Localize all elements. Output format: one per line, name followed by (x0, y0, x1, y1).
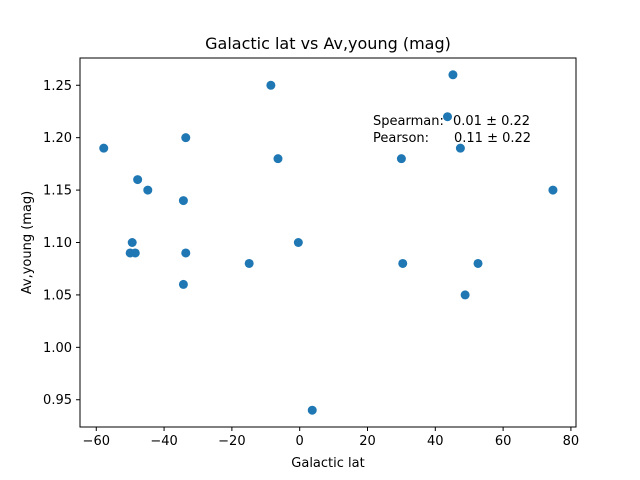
data-point (398, 258, 408, 268)
data-point (244, 258, 254, 268)
data-point (455, 143, 465, 153)
x-tick-label: 20 (359, 434, 376, 449)
data-point (460, 290, 470, 300)
data-point (130, 248, 140, 258)
data-point (473, 258, 483, 268)
data-point (181, 133, 191, 143)
data-point (181, 248, 191, 258)
spearman-value: 0.01 ± 0.22 (453, 114, 530, 129)
x-tick-label: −60 (83, 434, 110, 449)
data-point (396, 154, 406, 164)
y-tick-label: 1.20 (43, 131, 72, 146)
y-tick-label: 1.10 (43, 236, 72, 251)
x-axis-label: Galactic lat (291, 456, 364, 471)
x-tick-label: −20 (218, 434, 245, 449)
correlation-annotation: Spearman: 0.01 ± 0.22 Pearson: 0.11 ± 0.… (373, 114, 531, 146)
data-points (99, 70, 558, 415)
data-point (99, 143, 109, 153)
data-point (307, 405, 317, 415)
y-tick-label: 0.95 (43, 393, 72, 408)
data-point (178, 279, 188, 289)
x-tick-label: 40 (427, 434, 444, 449)
data-point (448, 70, 458, 80)
chart-title: Galactic lat vs Av,young (mag) (205, 34, 451, 53)
data-point (443, 112, 453, 122)
pearson-value: 0.11 ± 0.22 (454, 131, 531, 146)
y-axis-ticks: 0.95 1.00 1.05 1.10 1.15 1.20 1.25 (43, 79, 80, 408)
data-point (293, 238, 303, 247)
data-point (178, 196, 188, 206)
y-tick-label: 1.05 (43, 288, 72, 303)
data-point (266, 80, 276, 90)
x-tick-label: 0 (296, 434, 304, 449)
y-tick-label: 1.15 (43, 184, 72, 199)
data-point (143, 185, 153, 195)
spearman-label: Spearman: (373, 114, 444, 129)
data-point (273, 154, 283, 164)
data-point (133, 175, 143, 185)
x-axis-ticks: −60 −40 −20 0 20 40 60 80 (83, 427, 580, 449)
pearson-label: Pearson: (373, 131, 429, 146)
x-tick-label: 60 (495, 434, 512, 449)
x-tick-label: −40 (150, 434, 177, 449)
y-axis-label: Av,young (mag) (20, 191, 35, 295)
y-tick-label: 1.25 (43, 79, 72, 94)
x-tick-label: 80 (563, 434, 580, 449)
data-point (127, 238, 137, 247)
y-tick-label: 1.00 (43, 341, 72, 356)
data-point (548, 185, 558, 195)
